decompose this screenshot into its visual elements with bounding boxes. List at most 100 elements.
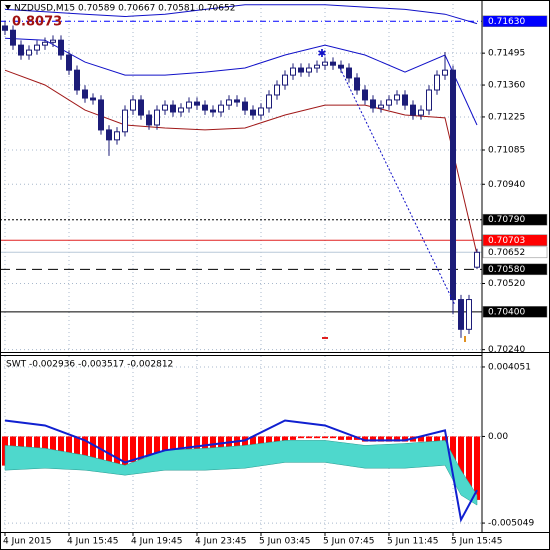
histogram-bar bbox=[234, 436, 240, 451]
histogram-bar bbox=[330, 436, 336, 439]
candle-body bbox=[322, 61, 328, 66]
candle-body bbox=[18, 44, 24, 56]
candle-body bbox=[146, 114, 152, 126]
candle-body bbox=[210, 109, 216, 113]
candle-body bbox=[58, 39, 64, 56]
candle-body bbox=[258, 107, 264, 116]
candle-body bbox=[250, 109, 256, 116]
candle-body bbox=[138, 99, 144, 116]
histogram-bar bbox=[298, 436, 304, 439]
candle-body bbox=[122, 109, 128, 133]
histogram-bar bbox=[162, 436, 168, 458]
candle-body bbox=[114, 131, 120, 141]
y-tick-label: -0.005049 bbox=[488, 519, 534, 529]
candle-body bbox=[410, 104, 416, 116]
candle-body bbox=[378, 104, 384, 109]
histogram-bar bbox=[274, 436, 280, 444]
histogram-bar bbox=[434, 436, 440, 442]
y-tick-label: 0.70240 bbox=[488, 345, 525, 355]
histogram-bar bbox=[50, 436, 56, 461]
histogram-bar bbox=[474, 436, 480, 500]
histogram-bar bbox=[178, 436, 184, 456]
x-tick-label: 4 Jun 2015 bbox=[3, 537, 51, 547]
candle-body bbox=[354, 77, 360, 91]
histogram-bar bbox=[450, 436, 456, 471]
candle-body bbox=[178, 107, 184, 113]
candle-body bbox=[42, 41, 48, 46]
candle-body bbox=[426, 89, 432, 111]
histogram-bar bbox=[378, 436, 384, 442]
histogram-bar bbox=[386, 436, 392, 442]
histogram-bar bbox=[98, 436, 104, 471]
histogram-bar bbox=[322, 436, 328, 439]
y-tick-label: 0.71225 bbox=[488, 112, 525, 122]
candle-body bbox=[242, 101, 248, 111]
candle-body bbox=[202, 104, 208, 111]
candle-body bbox=[370, 99, 376, 109]
candle-body bbox=[34, 44, 40, 51]
candle-body bbox=[266, 94, 272, 109]
level-label-box bbox=[482, 263, 548, 276]
candle-body bbox=[450, 69, 456, 301]
candle-body bbox=[386, 99, 392, 106]
indicator-title: SWT -0.002936 -0.003517 -0.002812 bbox=[6, 360, 173, 370]
y-tick-label: 0.71495 bbox=[488, 49, 525, 59]
histogram-bar bbox=[250, 436, 256, 449]
candle-body bbox=[186, 101, 192, 109]
annotation: 0.8073 bbox=[12, 15, 62, 30]
candle-body bbox=[26, 49, 32, 56]
histogram-bar bbox=[346, 436, 352, 440]
histogram-bar bbox=[138, 436, 144, 461]
x-tick-label: 4 Jun 19:45 bbox=[131, 537, 182, 547]
histogram-bar bbox=[338, 436, 344, 440]
histogram-bar bbox=[242, 436, 248, 451]
candle-body bbox=[306, 67, 312, 73]
x-tick-label: 5 Jun 03:45 bbox=[259, 537, 310, 547]
candle-body bbox=[362, 89, 368, 101]
candle-body bbox=[130, 99, 136, 111]
candle-body bbox=[314, 64, 320, 69]
candle-body bbox=[234, 99, 240, 103]
histogram-bar bbox=[170, 436, 176, 456]
star-marker: ✱ bbox=[317, 47, 326, 60]
level-label-box bbox=[482, 15, 548, 28]
histogram-bar bbox=[466, 436, 472, 495]
level-label: 0.70703 bbox=[488, 236, 525, 246]
x-tick-label: 4 Jun 23:45 bbox=[195, 537, 246, 547]
level-label-box bbox=[482, 213, 548, 226]
title-icon bbox=[5, 5, 11, 10]
candle-body bbox=[194, 101, 200, 106]
histogram-bar bbox=[282, 436, 288, 442]
histogram-bar bbox=[82, 436, 88, 468]
candle-body bbox=[466, 299, 472, 330]
y-tick-label: 0.004051 bbox=[488, 362, 531, 372]
candle-body bbox=[458, 299, 464, 330]
histogram-bar bbox=[426, 436, 432, 442]
histogram-bar bbox=[418, 436, 424, 442]
histogram-bar bbox=[394, 436, 400, 442]
candle-body bbox=[394, 94, 400, 101]
candle-body bbox=[74, 69, 80, 91]
level-label: 0.71630 bbox=[488, 17, 525, 27]
level-label-box bbox=[482, 306, 548, 318]
candle-body bbox=[474, 251, 480, 268]
candle-body bbox=[290, 67, 296, 76]
x-tick-label: 5 Jun 07:45 bbox=[323, 537, 374, 547]
histogram-bar bbox=[266, 436, 272, 446]
candle-body bbox=[338, 64, 344, 69]
candle-body bbox=[442, 69, 448, 76]
candle-body bbox=[98, 99, 104, 131]
histogram-bar bbox=[226, 436, 232, 452]
candle-body bbox=[298, 67, 304, 73]
candle-body bbox=[218, 104, 224, 113]
candle-body bbox=[434, 74, 440, 91]
candle-body bbox=[282, 74, 288, 86]
candle-body bbox=[162, 104, 168, 111]
histogram-bar bbox=[58, 436, 64, 461]
indicator-area bbox=[4, 440, 478, 506]
candle-body bbox=[346, 67, 352, 79]
level-label: 0.70790 bbox=[488, 215, 525, 225]
level-label: 0.70400 bbox=[488, 307, 525, 317]
